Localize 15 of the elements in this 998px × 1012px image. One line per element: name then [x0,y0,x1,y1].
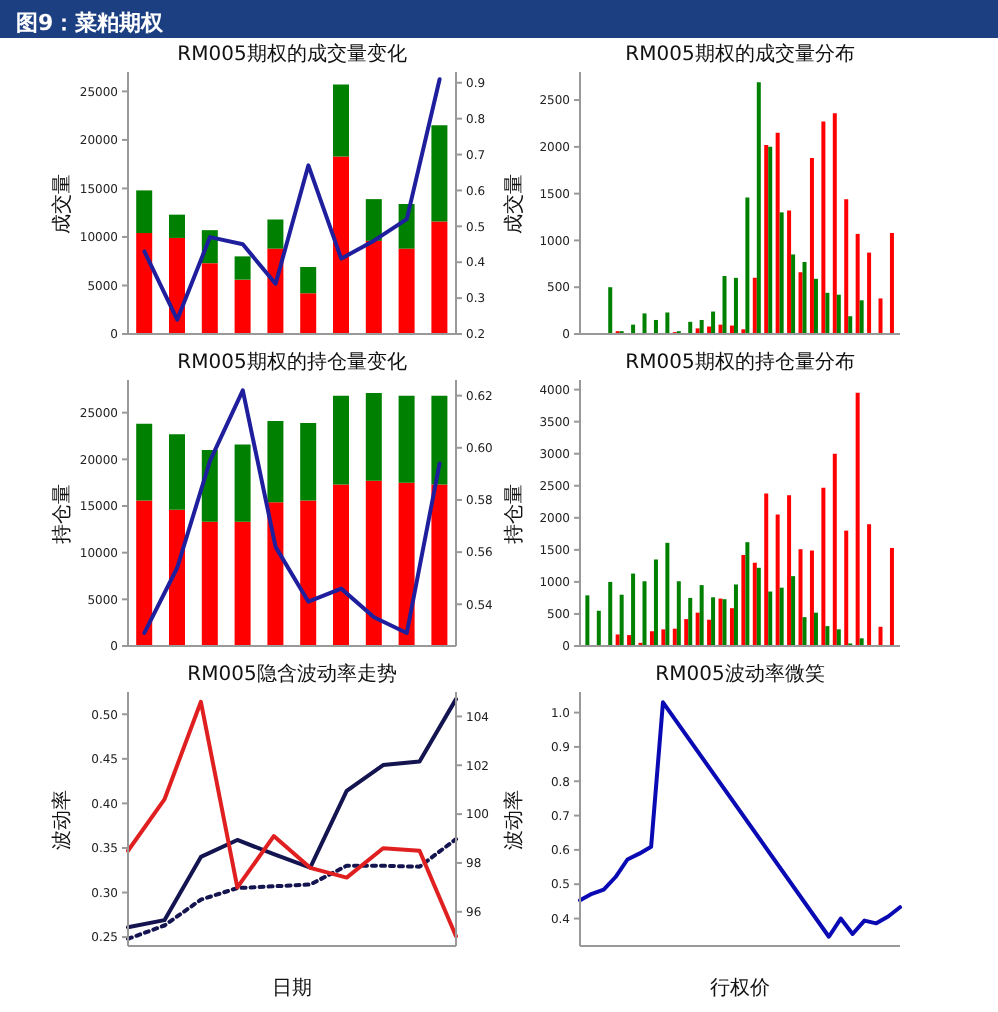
chart-title: RM005波动率微笑 [653,662,827,688]
y-axis-title: 持仓量 [52,481,76,548]
y-axis-title: 波动率 [52,787,76,854]
chart-title: RM005隐含波动率走势 [185,662,399,688]
chart-title: RM005期权的成交量变化 [175,42,409,68]
text: 图9：菜粕期权 [16,10,164,36]
chart-title: RM005期权的持仓量变化 [175,350,409,376]
y-axis-title: 持仓量 [504,481,528,548]
y-axis-title: 成交量 [504,171,528,238]
chart-title: RM005期权的持仓量分布 [623,350,857,376]
chart-title: RM005期权的成交量分布 [623,42,857,68]
y-axis-title: 波动率 [504,787,528,854]
x-axis-title: 行权价 [710,976,770,1000]
x-axis-title: 日期 [272,976,312,1000]
y-axis-title: 成交量 [52,171,76,238]
